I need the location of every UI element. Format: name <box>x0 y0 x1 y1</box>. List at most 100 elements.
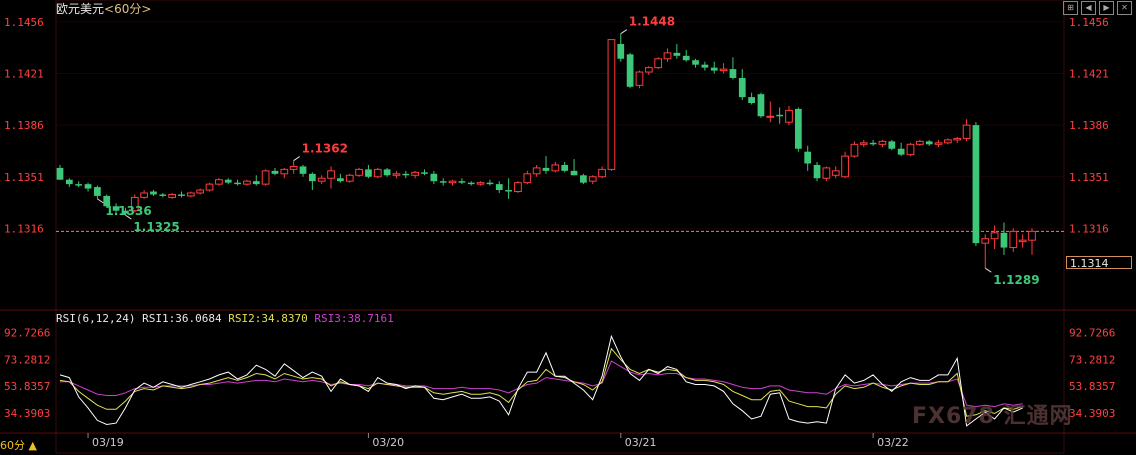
candle-body-down <box>701 64 709 68</box>
rsi1-value: RSI1:36.0684 <box>142 312 222 325</box>
low-label: 1.1336 <box>105 204 151 218</box>
candle-body-down <box>271 170 279 174</box>
candle-body-down <box>813 164 821 179</box>
candle-body-up <box>327 170 335 179</box>
candle-body-up <box>130 196 139 212</box>
candle-body-down <box>542 167 550 171</box>
rsi3-value: RSI3:38.7161 <box>314 312 394 325</box>
candle-body-down <box>738 77 746 98</box>
candle-body-up <box>205 183 214 191</box>
candle-body-down <box>56 167 64 180</box>
candle-body-up <box>766 115 775 118</box>
candle-body-up <box>476 182 485 185</box>
candle-body-up <box>1028 230 1036 241</box>
candle-body-up <box>243 180 251 185</box>
candle-body-down <box>439 181 447 183</box>
annotation-pointer <box>984 267 992 273</box>
candle-body-down <box>299 166 307 174</box>
candle-body-up <box>906 143 915 156</box>
rsi2-line <box>59 347 1023 417</box>
candle-body-up <box>859 142 868 145</box>
candle-body-down <box>65 179 73 185</box>
candle-body-down <box>710 67 718 71</box>
candle-body-up <box>944 139 952 144</box>
candle-body-up <box>822 167 831 179</box>
candle-body-down <box>804 151 812 164</box>
candle-body-down <box>94 187 101 196</box>
price-tick-left: 1.1316 <box>4 222 44 235</box>
next-icon[interactable]: ▶ <box>1099 1 1114 15</box>
candle-body-down <box>103 195 111 207</box>
current-price-label: 1.1314 <box>1066 256 1132 270</box>
price-tick-left: 1.1351 <box>4 171 44 184</box>
candle-body-down <box>159 194 167 196</box>
price-tick-left: 1.1421 <box>4 68 44 81</box>
candle-body-down <box>112 206 120 211</box>
candle-body-up <box>934 142 943 145</box>
period-selector[interactable]: 60分 ▲ <box>0 439 37 452</box>
candle-body-up <box>392 173 401 176</box>
candle-body-down <box>617 44 625 59</box>
candle-body-down <box>729 69 737 78</box>
rsi-tick-left: 53.8357 <box>4 380 50 393</box>
candle-body-down <box>682 55 690 61</box>
candle-body-up <box>355 168 363 176</box>
annotation-pointer <box>125 214 132 220</box>
candle-body-up <box>962 124 971 139</box>
candle-body-down <box>888 141 896 149</box>
candle-body-down <box>692 60 699 65</box>
rsi-tick-left: 73.2812 <box>4 353 50 366</box>
candle-body-up <box>196 189 205 194</box>
high-label: 1.1448 <box>629 15 675 29</box>
chart-title: 欧元美元<60分> <box>56 0 151 17</box>
candle-body-down <box>776 114 784 117</box>
candle-body-down <box>570 170 578 176</box>
candle-body-up <box>635 71 644 86</box>
candle-body-up <box>215 179 223 185</box>
watermark: FX678 汇通网 <box>912 404 1073 429</box>
candle-body-down <box>869 142 877 145</box>
candle-body-up <box>850 143 859 157</box>
rsi-tick-right: 73.2812 <box>1069 353 1115 366</box>
candle-body-down <box>673 52 681 56</box>
rsi-tick-right: 92.7266 <box>1069 327 1115 340</box>
candle-body-up <box>140 192 148 198</box>
candle-body-up <box>785 109 793 123</box>
rsi-tick-right: 53.8357 <box>1069 380 1115 393</box>
price-tick-right: 1.1456 <box>1069 16 1109 29</box>
candle-body-up <box>953 137 962 141</box>
candle-body-up <box>345 174 354 182</box>
candle-body-down <box>337 178 344 182</box>
candle-body-up <box>915 140 924 145</box>
candle-body-up <box>411 171 420 176</box>
candle-body-up <box>289 165 298 170</box>
candle-body-up <box>990 232 999 240</box>
candle-body-down <box>972 125 980 244</box>
plot-frame <box>55 0 1065 454</box>
symbol-label: 欧元美元 <box>56 2 105 16</box>
low-label: 1.1325 <box>133 220 179 234</box>
prev-icon[interactable]: ◀ <box>1081 1 1096 15</box>
candle-body-down <box>458 181 466 183</box>
candle-body-up <box>280 168 289 175</box>
candle-body-up <box>719 68 728 72</box>
candle-body-down <box>748 97 755 104</box>
price-tick-right: 1.1316 <box>1069 222 1109 235</box>
candle-body-up <box>551 164 560 172</box>
candle-body-up <box>981 238 990 244</box>
candle-body-down <box>308 173 316 182</box>
candle-body-down <box>252 181 260 185</box>
window-buttons: ⊞ ◀ ▶ ✕ <box>1063 1 1132 15</box>
annotation-pointer <box>97 198 104 204</box>
close-icon[interactable]: ✕ <box>1117 1 1132 15</box>
candle-body-down <box>794 108 802 149</box>
candle-body-down <box>467 182 475 185</box>
candle-body-up <box>448 180 457 184</box>
candle-body-up <box>168 193 177 198</box>
restore-icon[interactable]: ⊞ <box>1063 1 1078 15</box>
candle-body-up <box>261 170 270 185</box>
candle-body-down <box>495 184 503 191</box>
candle-body-down <box>178 194 185 196</box>
